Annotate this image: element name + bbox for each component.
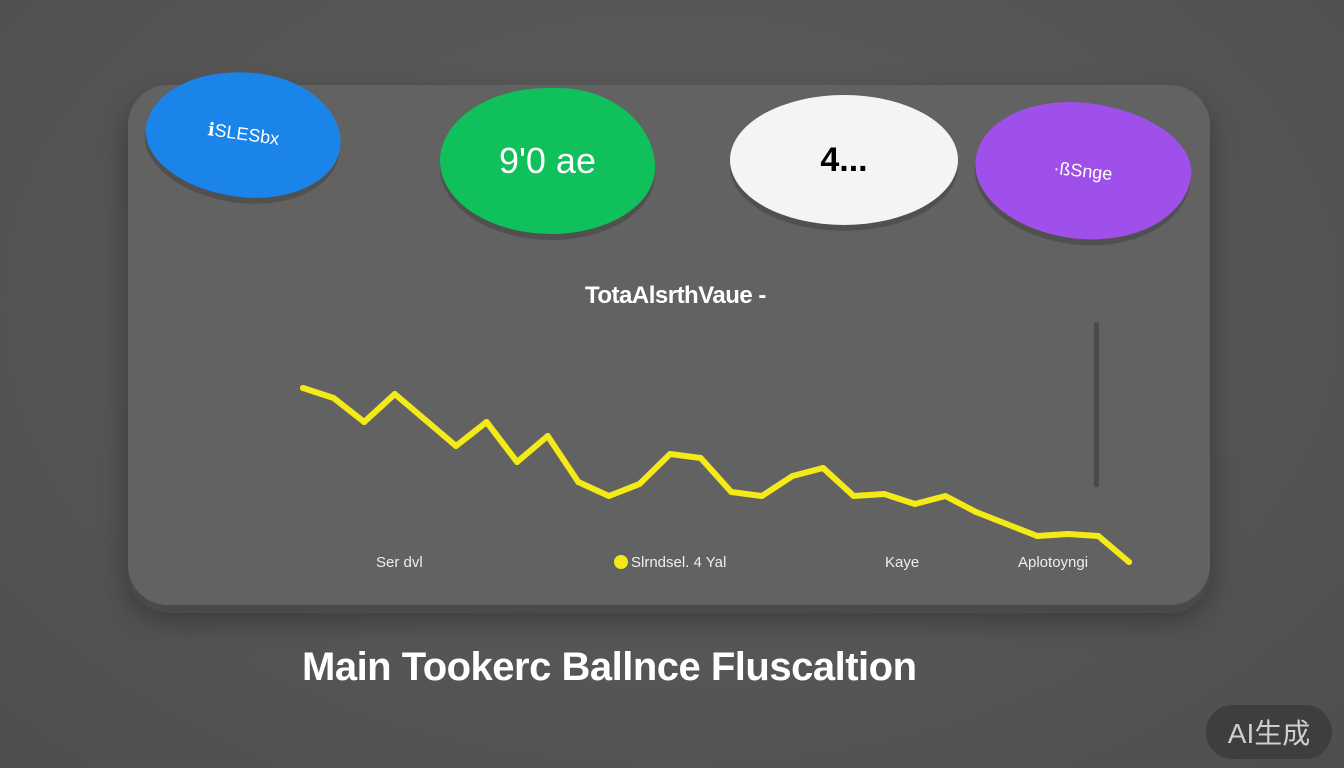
- stat-bubble-green: 9'0 ae: [440, 88, 655, 234]
- ai-generated-badge: AI生成: [1206, 705, 1332, 759]
- data-point: [636, 481, 643, 487]
- data-point: [605, 493, 612, 499]
- series-line: [300, 385, 1132, 565]
- legend-label: Aplotoyngi: [1018, 554, 1089, 571]
- data-point: [1034, 533, 1041, 539]
- vertical-divider: [1094, 322, 1099, 487]
- data-point: [758, 493, 765, 499]
- stat-bubble-label: 4...: [820, 140, 868, 179]
- data-point: [452, 443, 459, 449]
- data-point: [728, 489, 735, 495]
- data-point: [1003, 521, 1010, 527]
- legend-label: Kaye: [885, 554, 920, 571]
- stat-bubble-white: 4...: [730, 95, 958, 225]
- data-point: [544, 433, 551, 439]
- data-point: [911, 501, 918, 507]
- data-point: [361, 419, 368, 425]
- data-point: [1095, 533, 1102, 539]
- data-point: [942, 493, 949, 499]
- legend-dot-icon: [614, 555, 628, 569]
- data-point: [789, 473, 796, 479]
- data-point: [483, 419, 490, 425]
- data-point: [1064, 531, 1071, 537]
- data-point: [850, 493, 857, 499]
- legend-label: Slrndsel. 4 Yal: [631, 554, 727, 571]
- legend-label: Ser dvl: [376, 554, 423, 571]
- chart-title: TotaAlsrthVaue -: [585, 282, 766, 309]
- data-point: [514, 459, 521, 465]
- stat-bubble-label: 9'0 ae: [499, 140, 596, 181]
- main-title: Main Tookerc Ballnce Fluscaltion: [302, 645, 917, 689]
- legend-item: Aplotoyngi: [1018, 554, 1088, 571]
- data-point: [973, 509, 980, 515]
- data-point: [697, 455, 704, 461]
- data-point: [391, 391, 398, 397]
- data-point: [820, 465, 827, 471]
- data-point: [881, 491, 888, 497]
- data-point: [300, 385, 306, 391]
- data-point: [575, 479, 582, 485]
- legend-item: Slrndsel. 4 Yal: [614, 554, 726, 571]
- data-point: [330, 395, 337, 401]
- data-point: [667, 451, 674, 457]
- legend-item: Kaye: [885, 554, 919, 571]
- legend-item: Ser dvl: [376, 554, 423, 571]
- data-point: [1126, 559, 1132, 565]
- data-point: [422, 417, 429, 423]
